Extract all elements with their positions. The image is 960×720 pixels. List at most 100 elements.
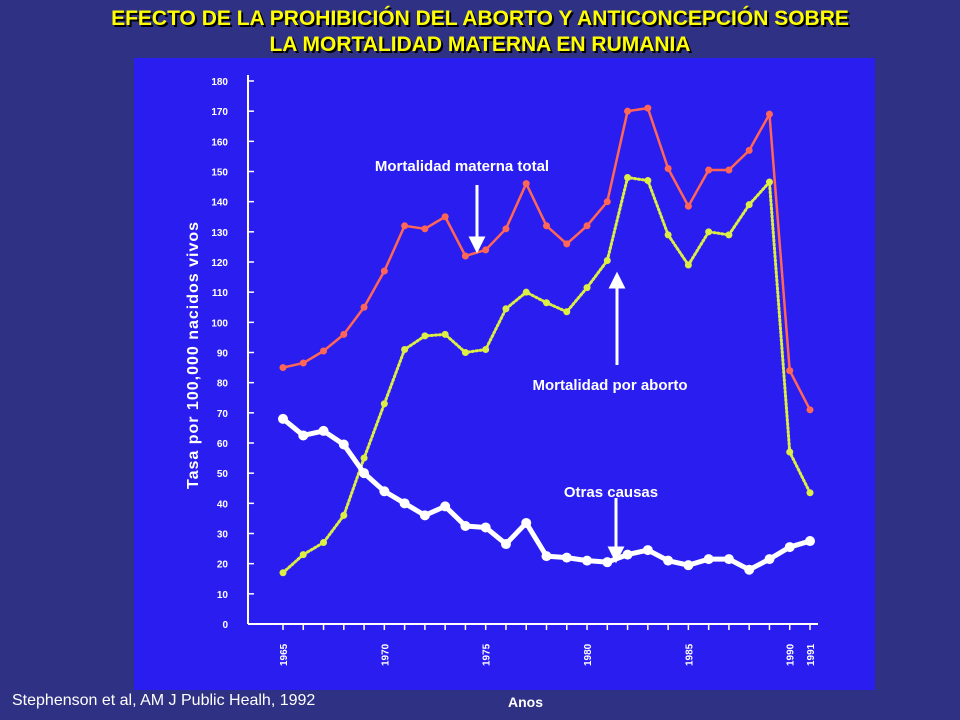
data-point-series-2 <box>806 489 814 497</box>
series-line-3 <box>281 416 811 573</box>
data-point-series-3 <box>318 425 329 436</box>
data-point-series-2 <box>461 349 469 356</box>
data-point-series-2 <box>299 551 307 559</box>
data-point-series-3 <box>521 517 532 528</box>
data-point-series-3 <box>298 430 309 441</box>
data-point-series-2 <box>482 345 490 353</box>
data-point-series-1 <box>786 367 794 375</box>
y-tick-label: 120 <box>211 258 228 269</box>
data-point-series-1 <box>543 222 550 230</box>
data-point-series-3 <box>723 554 734 565</box>
y-tick-label: 100 <box>211 318 228 329</box>
data-point-series-2 <box>745 201 753 209</box>
y-tick-label: 30 <box>217 530 229 541</box>
data-point-series-3 <box>744 564 755 575</box>
data-point-series-1 <box>482 246 490 254</box>
data-point-series-1 <box>522 180 530 188</box>
data-point-series-3 <box>683 560 694 571</box>
data-point-series-1 <box>380 267 388 275</box>
data-point-series-1 <box>360 303 368 311</box>
arrowhead-total <box>468 236 486 254</box>
x-tick-label: 1970 <box>380 643 391 666</box>
data-point-series-1 <box>624 107 632 115</box>
y-tick-label: 60 <box>217 439 229 450</box>
title-line-1: EFECTO DE LA PROHIBICIÓN DEL ABORTO Y AN… <box>111 7 849 30</box>
y-tick-label: 40 <box>217 499 229 510</box>
data-point-series-2 <box>583 284 591 292</box>
y-tick-label: 90 <box>217 349 229 360</box>
data-point-series-2 <box>664 231 672 239</box>
y-tick-label: 170 <box>211 107 228 118</box>
data-point-series-2 <box>421 332 429 340</box>
y-tick-label: 10 <box>217 590 229 601</box>
data-point-series-1 <box>563 240 571 248</box>
y-tick-label: 50 <box>217 469 229 480</box>
data-point-series-3 <box>440 501 451 512</box>
data-point-series-3 <box>278 413 288 424</box>
data-point-series-3 <box>541 551 552 562</box>
x-tick-label: 1990 <box>786 643 797 666</box>
x-tick-label: 1975 <box>482 643 493 666</box>
page-title: EFECTO DE LA PROHIBICIÓN DEL ABORTO Y AN… <box>0 6 960 58</box>
data-point-series-1 <box>461 252 469 260</box>
data-point-series-1 <box>299 359 307 367</box>
data-point-series-3 <box>642 545 653 556</box>
data-point-series-2 <box>563 308 571 316</box>
x-tick-label: 1985 <box>684 643 695 666</box>
data-point-series-3 <box>419 510 430 521</box>
data-point-series-3 <box>703 554 714 565</box>
data-point-series-1 <box>725 166 733 174</box>
data-point-series-2 <box>624 174 632 182</box>
arrowhead-aborto <box>608 271 626 289</box>
y-tick-label: 110 <box>212 288 229 299</box>
x-tick-label: 1980 <box>583 643 594 666</box>
data-point-series-2 <box>522 288 530 296</box>
arrowhead-otras <box>607 546 625 564</box>
data-point-series-3 <box>338 439 349 450</box>
y-tick-label: 150 <box>211 168 228 179</box>
data-point-series-1 <box>745 146 753 154</box>
data-point-series-1 <box>664 164 672 172</box>
data-point-series-1 <box>279 364 287 372</box>
data-point-series-1 <box>644 104 652 112</box>
data-point-series-2 <box>644 177 652 185</box>
data-point-series-2 <box>441 330 449 338</box>
data-point-series-1 <box>583 222 591 230</box>
data-point-series-2 <box>603 256 611 264</box>
data-point-series-2 <box>401 345 409 353</box>
data-point-series-2 <box>380 400 388 408</box>
data-point-series-3 <box>480 522 491 533</box>
data-point-series-3 <box>500 539 511 550</box>
y-tick-label: 140 <box>211 198 228 209</box>
data-point-series-1 <box>705 166 713 174</box>
data-point-series-1 <box>340 330 348 338</box>
data-point-series-3 <box>460 520 471 531</box>
data-point-series-3 <box>359 468 370 479</box>
data-point-series-2 <box>279 569 287 577</box>
data-point-series-3 <box>582 555 593 566</box>
data-point-series-3 <box>663 555 674 566</box>
data-point-series-1 <box>502 225 510 233</box>
data-point-series-1 <box>441 213 449 221</box>
data-point-series-3 <box>764 554 775 565</box>
annotation-total: Mortalidad materna total <box>375 158 549 175</box>
data-point-series-3 <box>784 542 795 553</box>
annotation-otras: Otras causas <box>564 484 658 501</box>
x-tick-label: 1991 <box>806 643 817 666</box>
y-tick-label: 20 <box>217 560 229 571</box>
data-point-series-3 <box>561 552 572 563</box>
y-tick-label: 130 <box>211 228 228 239</box>
y-tick-label: 70 <box>217 409 229 420</box>
y-tick-label: 180 <box>211 77 228 88</box>
data-point-series-2 <box>502 305 510 313</box>
data-point-series-1 <box>421 225 429 233</box>
data-point-series-2 <box>786 448 794 456</box>
data-point-series-3 <box>602 557 613 568</box>
chart-panel <box>134 58 875 690</box>
data-point-series-2 <box>340 511 348 519</box>
data-point-series-3 <box>805 536 815 547</box>
y-axis-label: Tasa por 100,000 nacidos vivos <box>185 221 202 489</box>
data-point-series-3 <box>622 549 633 560</box>
source-citation: Stephenson et al, AM J Public Healh, 199… <box>12 692 316 709</box>
y-tick-label: 0 <box>222 620 228 631</box>
